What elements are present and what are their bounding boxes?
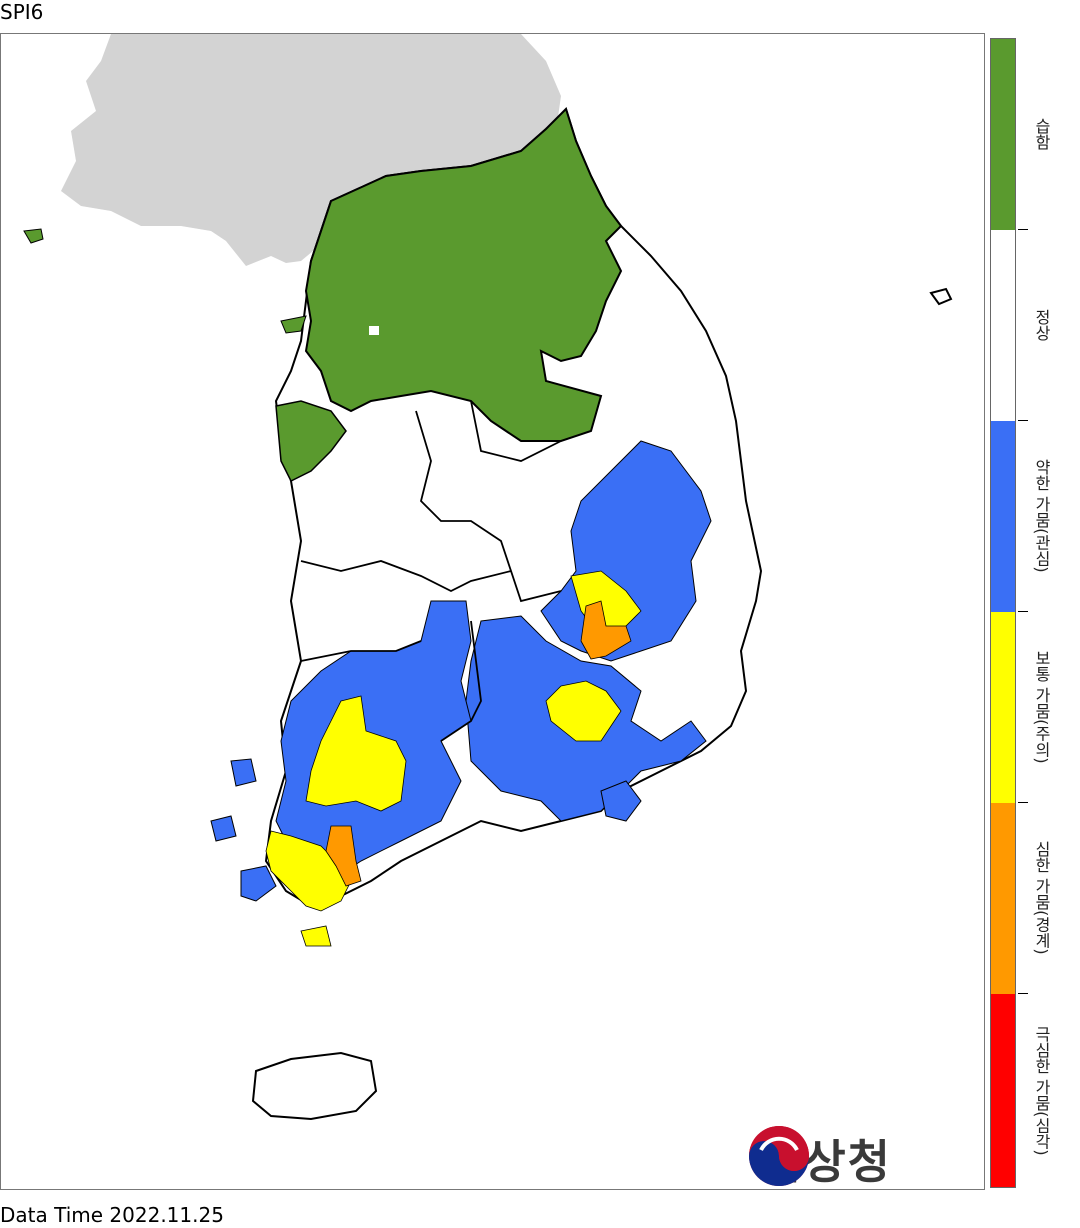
jeju-island <box>251 1051 378 1121</box>
severe-drought-1 <box>580 600 632 660</box>
moderate-drought-4 <box>265 830 352 912</box>
legend-band-moderate <box>991 612 1015 803</box>
legend-label-severe: 심한 가뭄(경계) <box>1032 840 1051 955</box>
legend-label-extreme: 극심한 가뭄(심각) <box>1032 1025 1051 1156</box>
legend-tick <box>1018 420 1028 421</box>
mild-drought-islands <box>210 758 642 902</box>
normal-spot-green <box>369 326 379 335</box>
legend-tick <box>1018 802 1028 803</box>
legend-label-mild: 약한 가뭄(관심) <box>1032 458 1051 573</box>
north-korea-region <box>61 34 561 266</box>
kma-logo: 기상청 <box>747 1124 892 1189</box>
legend-label-moderate: 보통 가뭄(주의) <box>1032 649 1051 764</box>
wet-region-north <box>304 107 623 442</box>
legend-band-mild <box>991 421 1015 612</box>
map-title: SPI6 <box>0 0 44 24</box>
legend-label-wet: 습함 <box>1032 117 1051 150</box>
legend-bar <box>990 38 1016 1188</box>
legend-band-extreme <box>991 994 1015 1187</box>
moderate-drought-3 <box>305 695 407 812</box>
wet-island-1 <box>280 315 307 334</box>
drought-map: 기상청 <box>0 33 985 1190</box>
legend-band-normal <box>991 230 1015 421</box>
severe-drought-2 <box>325 825 362 887</box>
legend-label-normal: 정상 <box>1032 308 1051 341</box>
island-nk <box>23 228 44 244</box>
legend-band-severe <box>991 803 1015 994</box>
ulleung-island <box>929 287 953 306</box>
moderate-drought-2 <box>545 680 622 742</box>
kma-emblem-icon <box>749 1126 809 1186</box>
wet-region-west <box>275 400 347 483</box>
legend-tick <box>1018 993 1028 994</box>
legend-band-wet <box>991 39 1015 230</box>
province-borders <box>300 400 562 742</box>
data-time: Data Time 2022.11.25 <box>0 1203 224 1227</box>
legend-tick <box>1018 229 1028 230</box>
moderate-drought-island <box>300 925 332 947</box>
legend-tick <box>1018 611 1028 612</box>
